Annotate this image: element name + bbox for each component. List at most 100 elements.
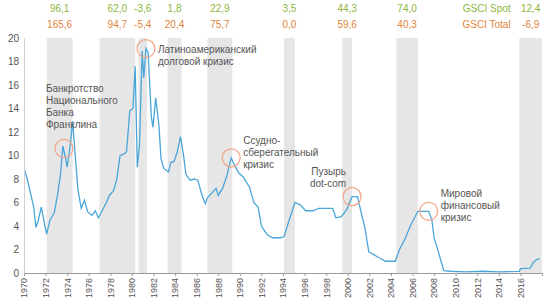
period-value: 94,7 bbox=[108, 19, 128, 30]
x-tick-label: 1982 bbox=[149, 278, 159, 298]
annotation-line: долговой кризис bbox=[158, 56, 234, 67]
x-tick-mark bbox=[197, 273, 198, 276]
x-tick-mark bbox=[132, 273, 133, 276]
shaded-period bbox=[47, 38, 73, 273]
y-tick-label: 20 bbox=[8, 33, 20, 44]
x-tick-mark bbox=[67, 273, 68, 276]
x-tick: 1974 bbox=[63, 273, 73, 298]
y-tick: 18 bbox=[8, 56, 24, 67]
annotation-line: кризис bbox=[441, 212, 472, 223]
y-tick-label: 0 bbox=[13, 268, 19, 279]
x-tick: 1988 bbox=[214, 273, 224, 298]
x-tick: 1994 bbox=[278, 273, 288, 298]
period-value: 20,4 bbox=[165, 19, 185, 30]
x-tick-mark bbox=[240, 273, 241, 276]
shaded-period bbox=[396, 38, 418, 273]
chart: 1970197219741976197819801982198419861988… bbox=[0, 0, 550, 307]
x-tick-mark bbox=[305, 273, 306, 276]
y-tick: 12 bbox=[8, 127, 24, 138]
x-tick-label: 1992 bbox=[257, 278, 267, 298]
y-tick-label: 12 bbox=[8, 127, 20, 138]
y-tick: 4 bbox=[13, 221, 24, 232]
x-tick-mark bbox=[283, 273, 284, 276]
y-axis: 02468101214161820 bbox=[8, 33, 25, 279]
x-tick-mark bbox=[46, 273, 47, 276]
annotation-text: Ссудно-сберегательныйкризис bbox=[243, 135, 318, 170]
x-tick: 2006 bbox=[408, 273, 418, 298]
x-tick-label: 1970 bbox=[19, 278, 29, 298]
x-tick-label: 2010 bbox=[451, 278, 461, 298]
period-value: 3,5 bbox=[283, 3, 297, 14]
x-tick: 2012 bbox=[473, 273, 483, 298]
y-tick-label: 6 bbox=[13, 197, 19, 208]
x-tick-mark bbox=[326, 273, 327, 276]
x-tick-label: 1996 bbox=[300, 278, 310, 298]
x-tick-label: 2006 bbox=[408, 278, 418, 298]
x-tick-mark bbox=[110, 273, 111, 276]
period-value: -6,9 bbox=[522, 19, 540, 30]
period-value: 1,8 bbox=[168, 3, 182, 14]
period-value: 165,6 bbox=[47, 19, 72, 30]
plot-area bbox=[24, 38, 542, 273]
x-tick: 2002 bbox=[365, 273, 375, 298]
period-value: 40,3 bbox=[397, 19, 417, 30]
period-value: 62,0 bbox=[108, 3, 128, 14]
period-value: 74,0 bbox=[397, 3, 417, 14]
x-tick-label: 2000 bbox=[343, 278, 353, 298]
x-tick-label: 2004 bbox=[386, 278, 396, 298]
annotation-line: Мировой bbox=[441, 188, 482, 199]
x-tick: 1990 bbox=[235, 273, 245, 298]
y-tick: 20 bbox=[8, 33, 24, 44]
y-tick: 10 bbox=[8, 150, 24, 161]
y-tick-label: 2 bbox=[13, 244, 19, 255]
y-tick-label: 16 bbox=[8, 80, 20, 91]
x-tick: 1970 bbox=[19, 273, 29, 298]
x-tick-label: 1994 bbox=[278, 278, 288, 298]
x-tick-label: 1990 bbox=[235, 278, 245, 298]
annotation-circle bbox=[343, 188, 361, 206]
period-value: 44,3 bbox=[337, 3, 357, 14]
annotation-line: Национального bbox=[46, 95, 118, 106]
x-tick-label: 1978 bbox=[106, 278, 116, 298]
annotation-circle bbox=[137, 40, 155, 58]
annotation-circle bbox=[222, 149, 240, 167]
y-axis-line bbox=[24, 39, 25, 274]
x-tick: 2008 bbox=[429, 273, 439, 298]
shaded-period bbox=[138, 38, 147, 273]
x-tick-mark bbox=[520, 273, 521, 276]
x-tick: 1992 bbox=[257, 273, 267, 298]
period-value: 75,7 bbox=[210, 19, 230, 30]
x-tick: 1986 bbox=[192, 273, 202, 298]
annotations: БанкротствоНациональногоБанкаФранклинаЛа… bbox=[46, 44, 500, 224]
x-axis-line bbox=[25, 274, 543, 277]
shaded-period bbox=[342, 38, 352, 273]
x-tick-mark bbox=[89, 273, 90, 276]
y-tick-label: 8 bbox=[13, 174, 19, 185]
x-tick-mark bbox=[499, 273, 500, 276]
x-tick: 1998 bbox=[322, 273, 332, 298]
x-tick-label: 1980 bbox=[127, 278, 137, 298]
x-tick: 1978 bbox=[106, 273, 116, 298]
annotation-line: Пузырь bbox=[311, 166, 346, 177]
x-tick-mark bbox=[413, 273, 414, 276]
y-tick: 0 bbox=[13, 268, 24, 279]
series-name: GSCI Spot bbox=[463, 3, 511, 14]
shaded-period bbox=[100, 38, 136, 273]
annotation-text: Латиноамериканскийдолговой кризис bbox=[158, 44, 257, 67]
x-tick-label: 2012 bbox=[473, 278, 483, 298]
annotation-line: dot-com bbox=[310, 178, 346, 189]
x-tick-label: 1998 bbox=[322, 278, 332, 298]
y-tick: 2 bbox=[13, 244, 24, 255]
x-tick-mark bbox=[261, 273, 262, 276]
x-tick-mark bbox=[434, 273, 435, 276]
annotation-line: финансовый bbox=[441, 200, 500, 211]
x-tick: 1980 bbox=[127, 273, 137, 298]
x-tick: 2004 bbox=[386, 273, 396, 298]
x-tick: 2014 bbox=[494, 273, 504, 298]
x-tick-label: 1988 bbox=[214, 278, 224, 298]
shaded-period bbox=[207, 38, 232, 273]
period-value: 12,4 bbox=[521, 3, 541, 14]
annotation-line: Ссудно- bbox=[243, 135, 280, 146]
x-tick-mark bbox=[477, 273, 478, 276]
y-tick: 6 bbox=[13, 197, 24, 208]
